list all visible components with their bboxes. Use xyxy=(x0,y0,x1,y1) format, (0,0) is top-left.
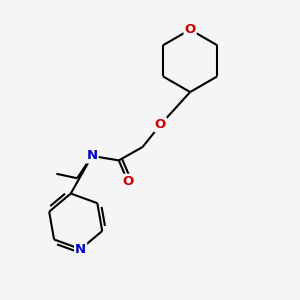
Text: O: O xyxy=(184,23,196,36)
Text: N: N xyxy=(75,243,86,256)
Text: O: O xyxy=(155,118,166,131)
Text: O: O xyxy=(122,175,133,188)
Text: N: N xyxy=(86,149,98,162)
